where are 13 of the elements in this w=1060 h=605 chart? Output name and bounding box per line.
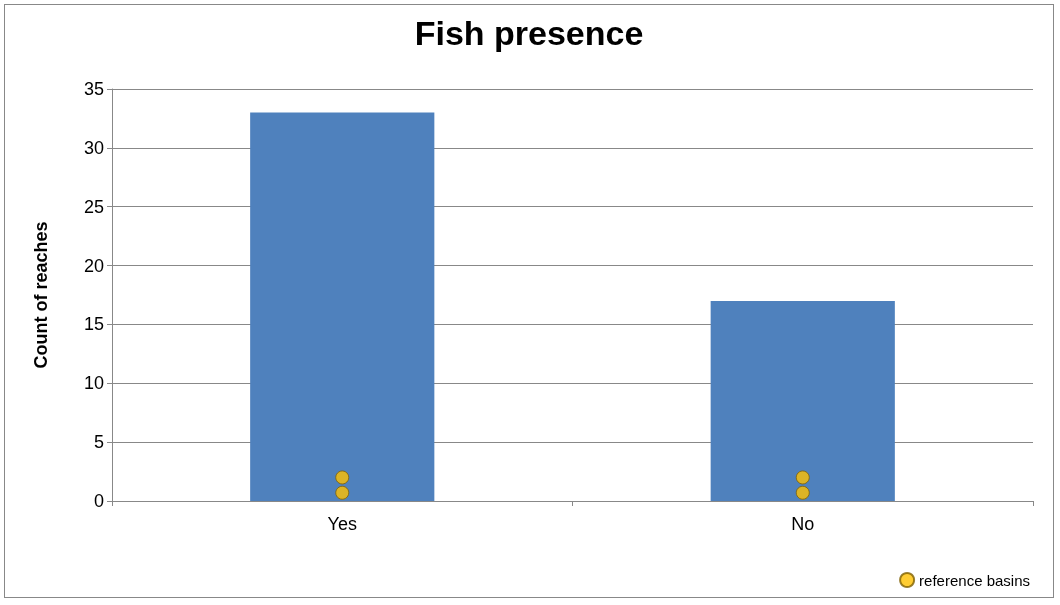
y-tick-label: 5 <box>93 432 104 453</box>
x-tick-label: No <box>791 514 815 534</box>
y-tick-label: 10 <box>83 373 104 394</box>
y-axis-title: Count of reaches <box>31 221 51 369</box>
y-tick-label: 15 <box>83 314 104 335</box>
y-tick-label: 0 <box>93 491 104 511</box>
y-tick-label: 35 <box>83 79 104 99</box>
y-tick-label: 20 <box>83 255 104 276</box>
y-tick-label: 25 <box>83 196 104 217</box>
chart-title: Fish presence <box>414 14 644 52</box>
legend-label: reference basins <box>919 571 1031 589</box>
x-tick-label: Yes <box>327 514 357 534</box>
y-tick-label: 30 <box>83 137 104 158</box>
